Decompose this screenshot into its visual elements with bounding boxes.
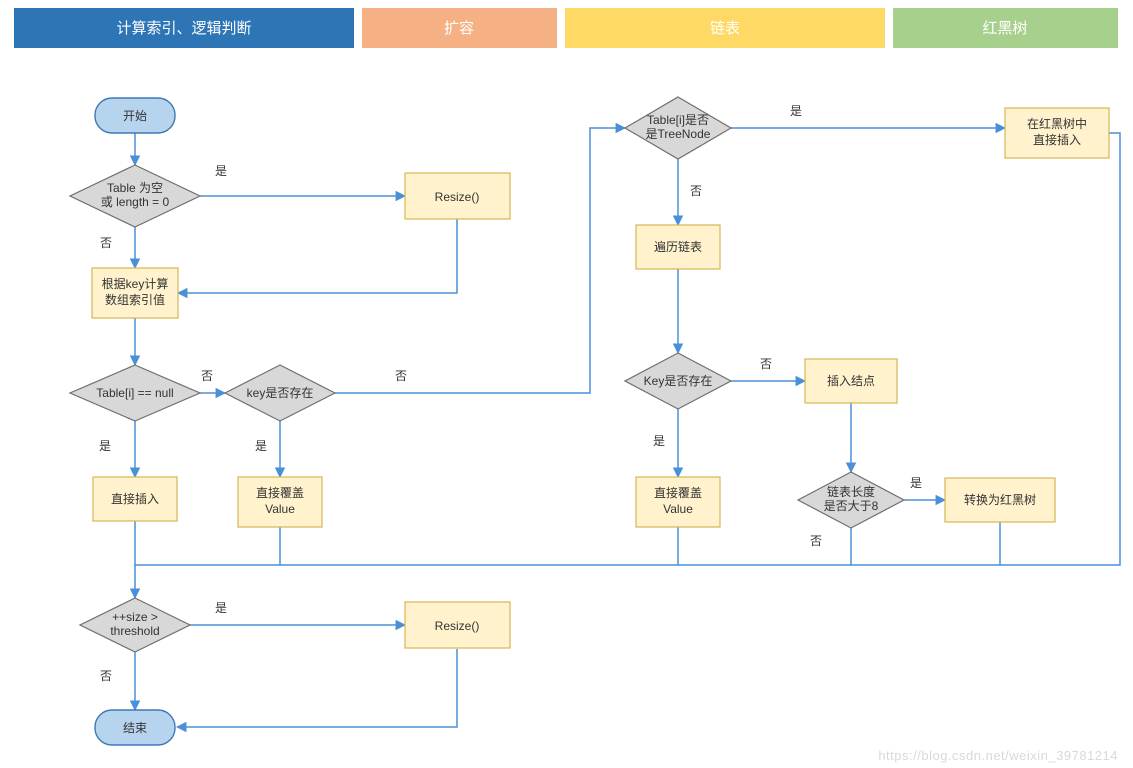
edge-no-4: 否	[690, 184, 702, 198]
node-to-rbtree: 转换为红黑树	[945, 478, 1055, 522]
node-insert-direct-label: 直接插入	[111, 491, 159, 506]
watermark-text: https://blog.csdn.net/weixin_39781214	[878, 748, 1118, 763]
node-end: 结束	[95, 710, 175, 745]
connectors: 是 否 是 否 是 否 是 否 否 是	[99, 104, 1120, 727]
node-to-rbtree-label: 转换为红黑树	[964, 492, 1036, 507]
node-threshold-l2: threshold	[110, 624, 159, 638]
node-key-exist-2: Key是否存在	[625, 353, 731, 409]
header-col1-label: 计算索引、逻辑判断	[116, 19, 251, 37]
header-col3-label: 链表	[710, 20, 740, 37]
node-resize-1: Resize()	[405, 173, 510, 219]
edge-yes-4: 是	[790, 104, 802, 118]
header-col4-label: 红黑树	[982, 20, 1027, 37]
node-threshold-l1: ++size >	[112, 610, 158, 624]
node-traverse: 遍历链表	[636, 225, 720, 269]
node-key-exist: key是否存在	[225, 365, 335, 421]
node-key-exist-label: key是否存在	[247, 386, 314, 400]
node-resize-2-label: Resize()	[435, 619, 480, 633]
node-rb-insert-l1: 在红黑树中	[1027, 116, 1087, 131]
node-overwrite-1-l1: 直接覆盖	[256, 485, 304, 500]
flowchart-canvas: 计算索引、逻辑判断 扩容 链表 红黑树 是 否 是 否 是 否	[0, 0, 1133, 768]
edge-no-2: 否	[201, 369, 213, 383]
edge-no-3: 否	[395, 369, 407, 383]
node-end-label: 结束	[123, 721, 147, 735]
node-table-empty-l2: 或 length = 0	[101, 195, 170, 209]
edge-yes-6: 是	[910, 476, 922, 490]
node-treenode-l1: Table[i]是否	[647, 113, 709, 127]
node-null: Table[i] == null	[70, 365, 200, 421]
node-table-empty: Table 为空 或 length = 0	[70, 165, 200, 227]
header-col2-label: 扩容	[444, 20, 474, 37]
node-overwrite-1: 直接覆盖 Value	[238, 477, 322, 527]
edge-no-5: 否	[760, 357, 772, 371]
node-start: 开始	[95, 98, 175, 133]
node-len8: 链表长度 是否大于8	[798, 472, 904, 528]
node-treenode: Table[i]是否 是TreeNode	[625, 97, 731, 159]
edge-no-1: 否	[100, 236, 112, 250]
node-rb-insert-l2: 直接插入	[1033, 132, 1081, 147]
edge-yes-2: 是	[99, 439, 111, 453]
node-overwrite-2-l1: 直接覆盖	[654, 485, 702, 500]
node-resize-2: Resize()	[405, 602, 510, 648]
node-key-exist-2-label: Key是否存在	[644, 374, 713, 388]
node-treenode-l2: 是TreeNode	[646, 127, 711, 141]
node-calc-index: 根据key计算 数组索引值	[92, 268, 178, 318]
node-overwrite-2: 直接覆盖 Value	[636, 477, 720, 527]
node-threshold: ++size > threshold	[80, 598, 190, 652]
node-overwrite-2-l2: Value	[663, 502, 693, 516]
node-start-label: 开始	[123, 109, 147, 123]
node-traverse-label: 遍历链表	[654, 239, 702, 254]
edge-yes-3: 是	[255, 439, 267, 453]
node-rb-insert: 在红黑树中 直接插入	[1005, 108, 1109, 158]
node-calc-index-l1: 根据key计算	[102, 276, 169, 291]
edge-yes-1: 是	[215, 164, 227, 178]
node-insert-node-label: 插入结点	[827, 374, 875, 388]
edge-no-7: 否	[100, 669, 112, 683]
node-len8-l1: 链表长度	[827, 484, 875, 499]
edge-yes-7: 是	[215, 601, 227, 615]
node-resize-1-label: Resize()	[435, 190, 480, 204]
node-null-label: Table[i] == null	[96, 386, 173, 400]
node-insert-direct: 直接插入	[93, 477, 177, 521]
node-overwrite-1-l2: Value	[265, 502, 295, 516]
node-insert-node: 插入结点	[805, 359, 897, 403]
node-len8-l2: 是否大于8	[824, 499, 879, 513]
edge-yes-5: 是	[653, 434, 665, 448]
edge-no-6: 否	[810, 534, 822, 548]
column-headers: 计算索引、逻辑判断 扩容 链表 红黑树	[14, 8, 1118, 48]
node-calc-index-l2: 数组索引值	[105, 292, 165, 307]
node-table-empty-l1: Table 为空	[107, 181, 163, 195]
